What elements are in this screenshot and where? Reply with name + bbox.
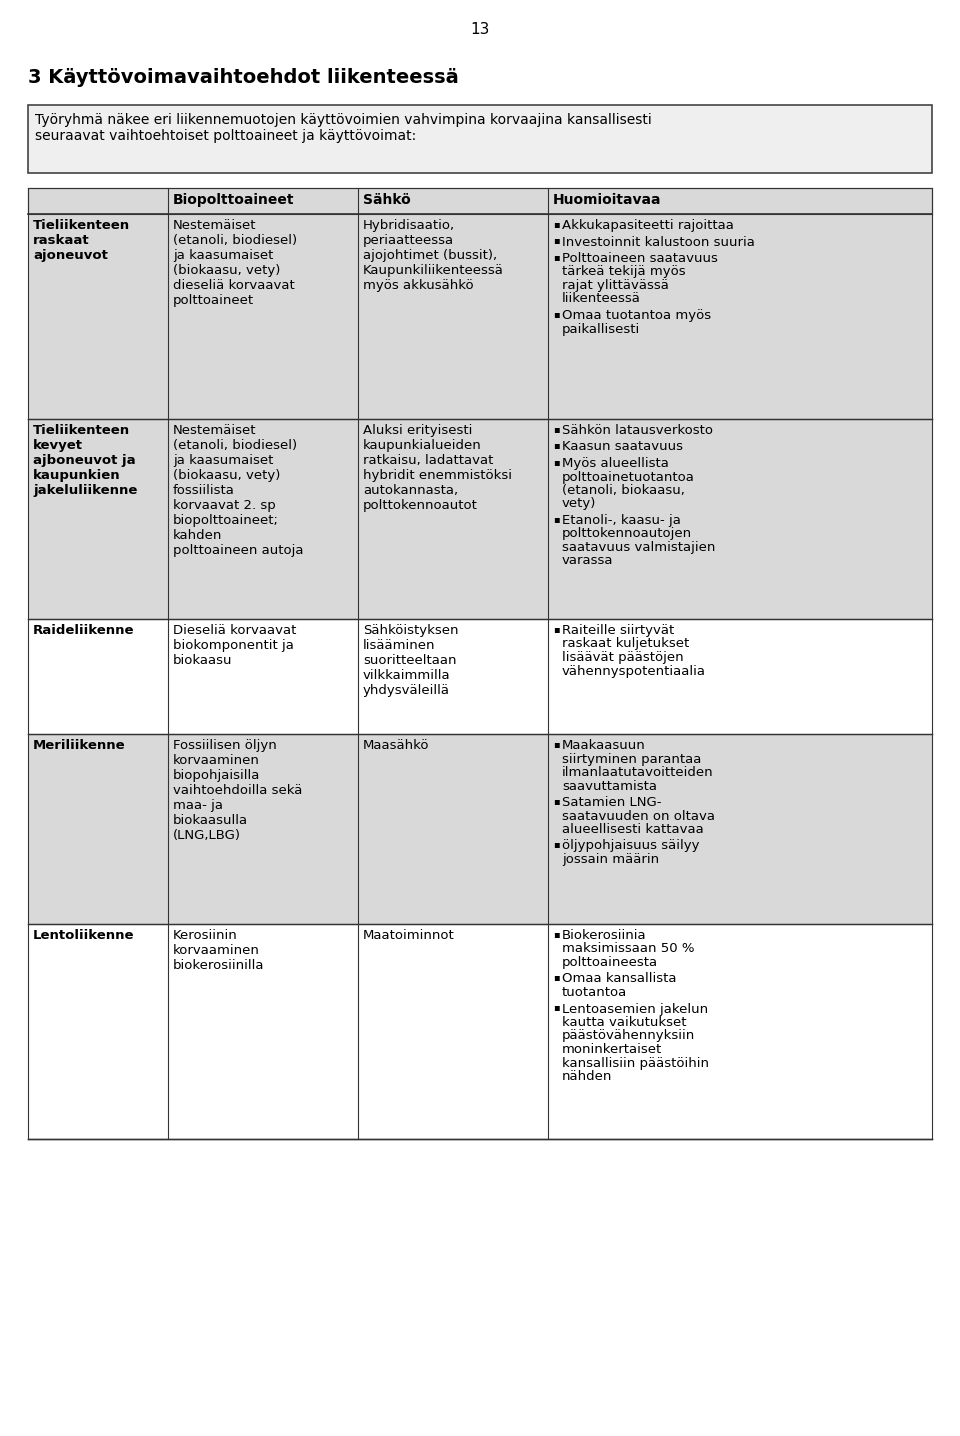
Text: polttoaineesta: polttoaineesta (562, 956, 658, 969)
Text: lisäävät päästöjen: lisäävät päästöjen (562, 651, 684, 663)
Text: Maakaasuun: Maakaasuun (562, 740, 645, 752)
Text: Hybridisaatio,
periaatteessa
ajojohtimet (bussit),
Kaupunkiliikenteessä
myös akk: Hybridisaatio, periaatteessa ajojohtimet… (363, 220, 504, 292)
Text: Sähkön latausverkosto: Sähkön latausverkosto (562, 424, 712, 437)
Text: nähden: nähden (562, 1070, 612, 1083)
Text: päästövähennyksiin: päästövähennyksiin (562, 1030, 695, 1043)
Text: saatavuuden on oltava: saatavuuden on oltava (562, 810, 715, 823)
Text: seuraavat vaihtoehtoiset polttoaineet ja käyttövoimat:: seuraavat vaihtoehtoiset polttoaineet ja… (35, 129, 417, 144)
Text: Kaasun saatavuus: Kaasun saatavuus (562, 441, 683, 454)
Text: Omaa kansallista: Omaa kansallista (562, 972, 676, 985)
Text: ▪: ▪ (553, 457, 560, 467)
Text: Tieliikenteen
kevyet
ajboneuvot ja
kaupunkien
jakeluliikenne: Tieliikenteen kevyet ajboneuvot ja kaupu… (33, 424, 137, 497)
Text: ▪: ▪ (553, 514, 560, 524)
Text: tärkeä tekijä myös: tärkeä tekijä myös (562, 266, 685, 279)
Text: ▪: ▪ (553, 972, 560, 982)
Text: ▪: ▪ (553, 251, 560, 261)
Text: Raideliikenne: Raideliikenne (33, 625, 134, 638)
Bar (28, 734, 932, 923)
Text: Biokerosiinia: Biokerosiinia (562, 929, 646, 942)
Text: liikenteessä: liikenteessä (562, 293, 640, 306)
Text: Kerosiinin
korvaaminen
biokerosiinilla: Kerosiinin korvaaminen biokerosiinilla (173, 929, 265, 972)
Text: Nestemäiset
(etanoli, biodiesel)
ja kaasumaiset
(biokaasu, vety)
fossiilista
kor: Nestemäiset (etanoli, biodiesel) ja kaas… (173, 424, 303, 557)
Text: vähennyspotentiaalia: vähennyspotentiaalia (562, 665, 706, 678)
Text: Työryhmä näkee eri liikennemuotojen käyttövoimien vahvimpina korvaajina kansalli: Työryhmä näkee eri liikennemuotojen käyt… (35, 113, 652, 126)
Text: ilmanlaatutavoitteiden: ilmanlaatutavoitteiden (562, 765, 713, 778)
Bar (28, 923, 932, 1139)
Bar (28, 419, 932, 619)
Text: kansallisiin päästöihin: kansallisiin päästöihin (562, 1057, 708, 1070)
Text: ▪: ▪ (553, 424, 560, 434)
Text: raskaat kuljetukset: raskaat kuljetukset (562, 638, 689, 651)
Text: Etanoli-, kaasu- ja: Etanoli-, kaasu- ja (562, 514, 681, 527)
Text: ▪: ▪ (553, 840, 560, 850)
Text: ▪: ▪ (553, 740, 560, 750)
Text: öljypohjaisuus säilyy: öljypohjaisuus säilyy (562, 840, 699, 853)
Text: Polttoaineen saatavuus: Polttoaineen saatavuus (562, 251, 718, 266)
Text: ▪: ▪ (553, 1002, 560, 1012)
Text: Nestemäiset
(etanoli, biodiesel)
ja kaasumaiset
(biokaasu, vety)
dieseliä korvaa: Nestemäiset (etanoli, biodiesel) ja kaas… (173, 220, 298, 307)
Text: moninkertaiset: moninkertaiset (562, 1043, 662, 1055)
Text: ▪: ▪ (553, 220, 560, 228)
Text: Myös alueellista: Myös alueellista (562, 457, 669, 470)
Text: rajat ylittävässä: rajat ylittävässä (562, 279, 669, 292)
Text: Aluksi erityisesti
kaupunkialueiden
ratkaisu, ladattavat
hybridit enemmistöksi
a: Aluksi erityisesti kaupunkialueiden ratk… (363, 424, 512, 513)
Text: Meriliikenne: Meriliikenne (33, 740, 126, 752)
Text: vety): vety) (562, 497, 596, 511)
Text: kautta vaikutukset: kautta vaikutukset (562, 1017, 686, 1030)
Bar (28, 214, 932, 419)
Text: Lentoliikenne: Lentoliikenne (33, 929, 134, 942)
Text: siirtyminen parantaa: siirtyminen parantaa (562, 752, 701, 765)
Text: jossain määrin: jossain määrin (562, 853, 659, 866)
Text: Sähköistyksen
lisääminen
suoritteeltaan
vilkkaimmilla
yhdysväleillä: Sähköistyksen lisääminen suoritteeltaan … (363, 625, 459, 696)
Text: 13: 13 (470, 22, 490, 37)
Text: Maasähkö: Maasähkö (363, 740, 429, 752)
Text: 3 Käyttövoimavaihtoehdot liikenteessä: 3 Käyttövoimavaihtoehdot liikenteessä (28, 67, 459, 88)
Text: ▪: ▪ (553, 309, 560, 319)
Bar (28, 105, 932, 172)
Text: polttokennoautojen: polttokennoautojen (562, 527, 692, 540)
Text: Investoinnit kalustoon suuria: Investoinnit kalustoon suuria (562, 236, 755, 248)
Text: polttoainetuotantoa: polttoainetuotantoa (562, 471, 695, 484)
Bar (28, 188, 932, 214)
Text: varassa: varassa (562, 554, 613, 567)
Bar (28, 619, 932, 734)
Text: Raiteille siirtyvät: Raiteille siirtyvät (562, 625, 674, 638)
Text: tuotantoa: tuotantoa (562, 987, 627, 999)
Text: Huomioitavaa: Huomioitavaa (553, 192, 661, 207)
Text: Satamien LNG-: Satamien LNG- (562, 796, 661, 808)
Text: ▪: ▪ (553, 929, 560, 939)
Text: Biopolttoaineet: Biopolttoaineet (173, 192, 295, 207)
Text: ▪: ▪ (553, 441, 560, 451)
Text: Omaa tuotantoa myös: Omaa tuotantoa myös (562, 309, 711, 322)
Text: Maatoiminnot: Maatoiminnot (363, 929, 455, 942)
Text: Dieseliä korvaavat
biokomponentit ja
biokaasu: Dieseliä korvaavat biokomponentit ja bio… (173, 625, 297, 666)
Text: Lentoasemien jakelun: Lentoasemien jakelun (562, 1002, 708, 1015)
Text: paikallisesti: paikallisesti (562, 323, 640, 336)
Text: Sähkö: Sähkö (363, 192, 411, 207)
Text: alueellisesti kattavaa: alueellisesti kattavaa (562, 823, 704, 836)
Text: Fossiilisen öljyn
korvaaminen
biopohjaisilla
vaihtoehdoilla sekä
maa- ja
biokaas: Fossiilisen öljyn korvaaminen biopohjais… (173, 740, 302, 841)
Text: Tieliikenteen
raskaat
ajoneuvot: Tieliikenteen raskaat ajoneuvot (33, 220, 131, 261)
Text: ▪: ▪ (553, 236, 560, 246)
Text: maksimissaan 50 %: maksimissaan 50 % (562, 942, 694, 955)
Text: Akkukapasiteetti rajoittaa: Akkukapasiteetti rajoittaa (562, 220, 733, 233)
Text: saatavuus valmistajien: saatavuus valmistajien (562, 541, 715, 554)
Text: ▪: ▪ (553, 796, 560, 806)
Text: ▪: ▪ (553, 625, 560, 635)
Text: (etanoli, biokaasu,: (etanoli, biokaasu, (562, 484, 684, 497)
Text: saavuttamista: saavuttamista (562, 780, 657, 793)
